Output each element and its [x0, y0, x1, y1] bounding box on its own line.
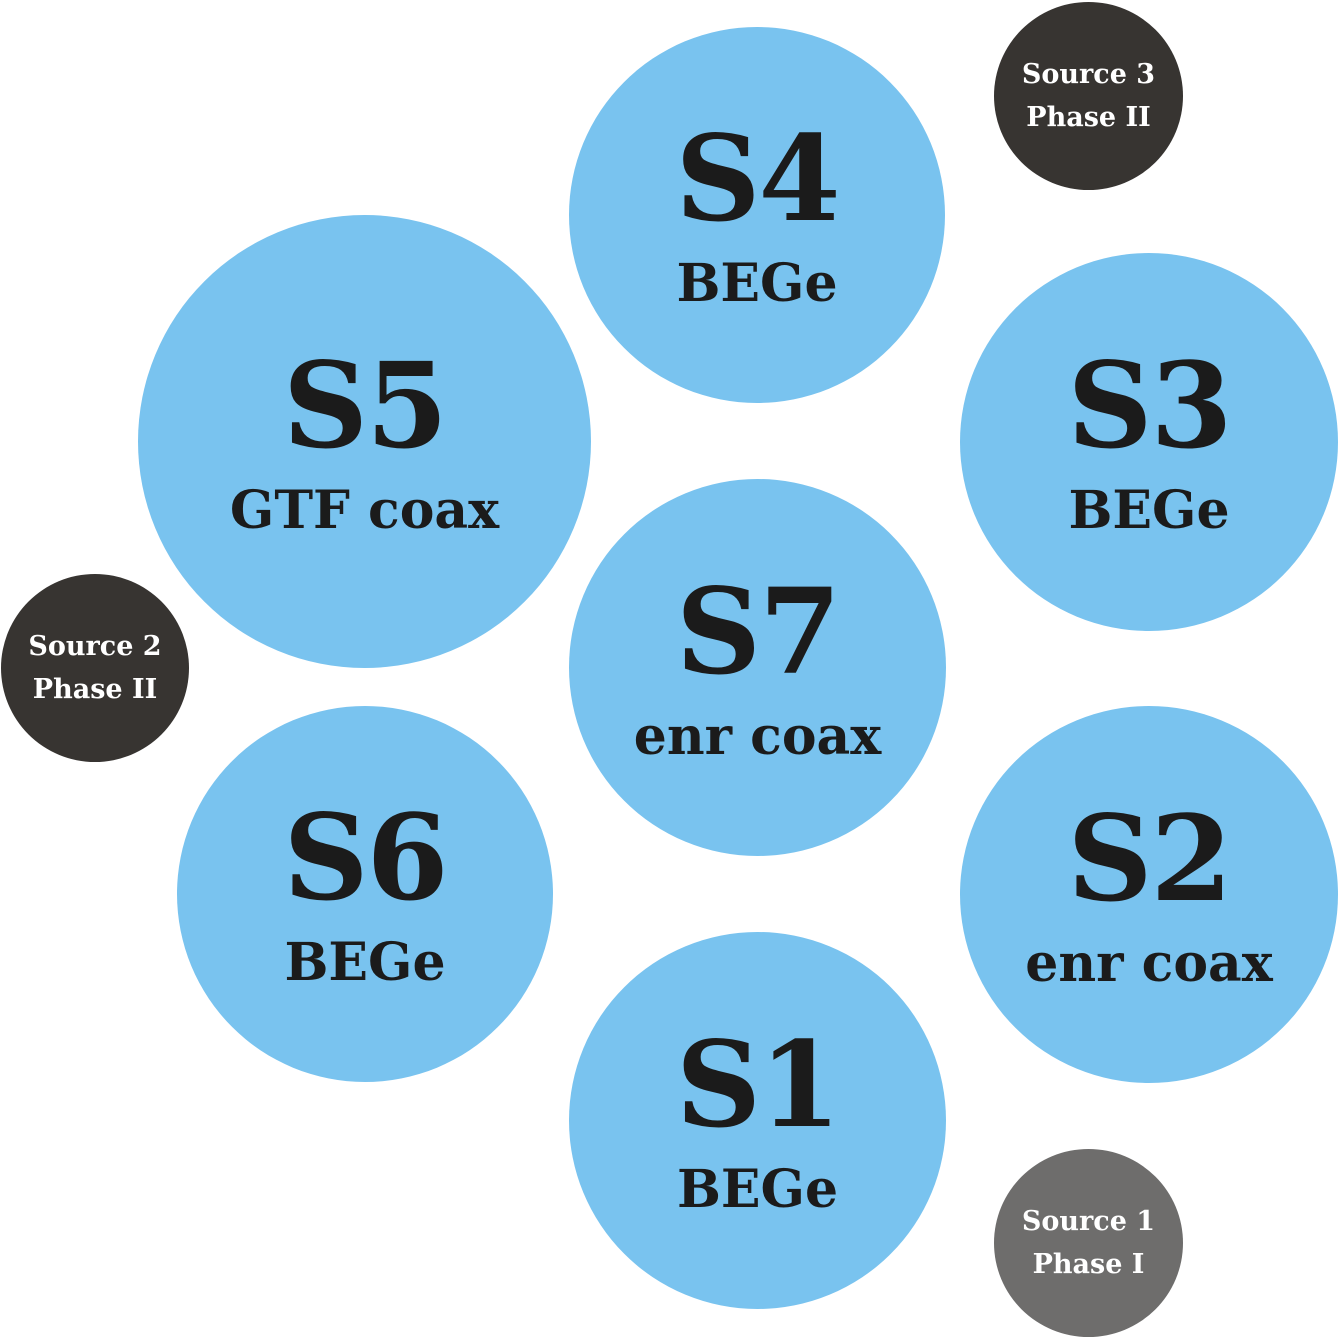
string-s1: S1 BEGe [569, 932, 946, 1309]
string-id: S4 [675, 109, 840, 248]
source-phase: Phase II [32, 674, 158, 705]
detector-type: BEGe [284, 932, 446, 993]
source-name: Source 3 [1021, 59, 1156, 90]
source-name: Source 1 [1021, 1206, 1156, 1237]
string-id: S7 [675, 561, 841, 701]
string-s3: S3 BEGe [960, 253, 1338, 631]
source-2-marker: Source 2 Phase II [1, 574, 189, 762]
string-id: S1 [675, 1014, 841, 1154]
source-3-marker: Source 3 Phase II [994, 2, 1183, 190]
detector-type: BEGe [676, 1158, 839, 1220]
string-id: S2 [1067, 788, 1232, 928]
source-phase: Phase II [1026, 102, 1151, 133]
detector-type: BEGe [676, 253, 838, 314]
source-1-marker: Source 1 Phase I [994, 1149, 1183, 1337]
string-s5: S5 GTF coax [138, 215, 591, 668]
string-s4: S4 BEGe [569, 27, 945, 403]
detector-type: GTF coax [229, 479, 500, 541]
string-id: S5 [282, 335, 448, 475]
detector-type: BEGe [1068, 480, 1230, 541]
detector-type: enr coax [633, 705, 882, 767]
string-s6: S6 BEGe [177, 706, 553, 1082]
source-phase: Phase I [1032, 1249, 1145, 1280]
source-name: Source 2 [28, 631, 162, 662]
detector-type: enr coax [1025, 932, 1273, 994]
string-s2: S2 enr coax [960, 706, 1338, 1083]
string-id: S3 [1067, 336, 1232, 475]
string-s7: S7 enr coax [569, 479, 946, 856]
string-id: S6 [283, 788, 448, 927]
